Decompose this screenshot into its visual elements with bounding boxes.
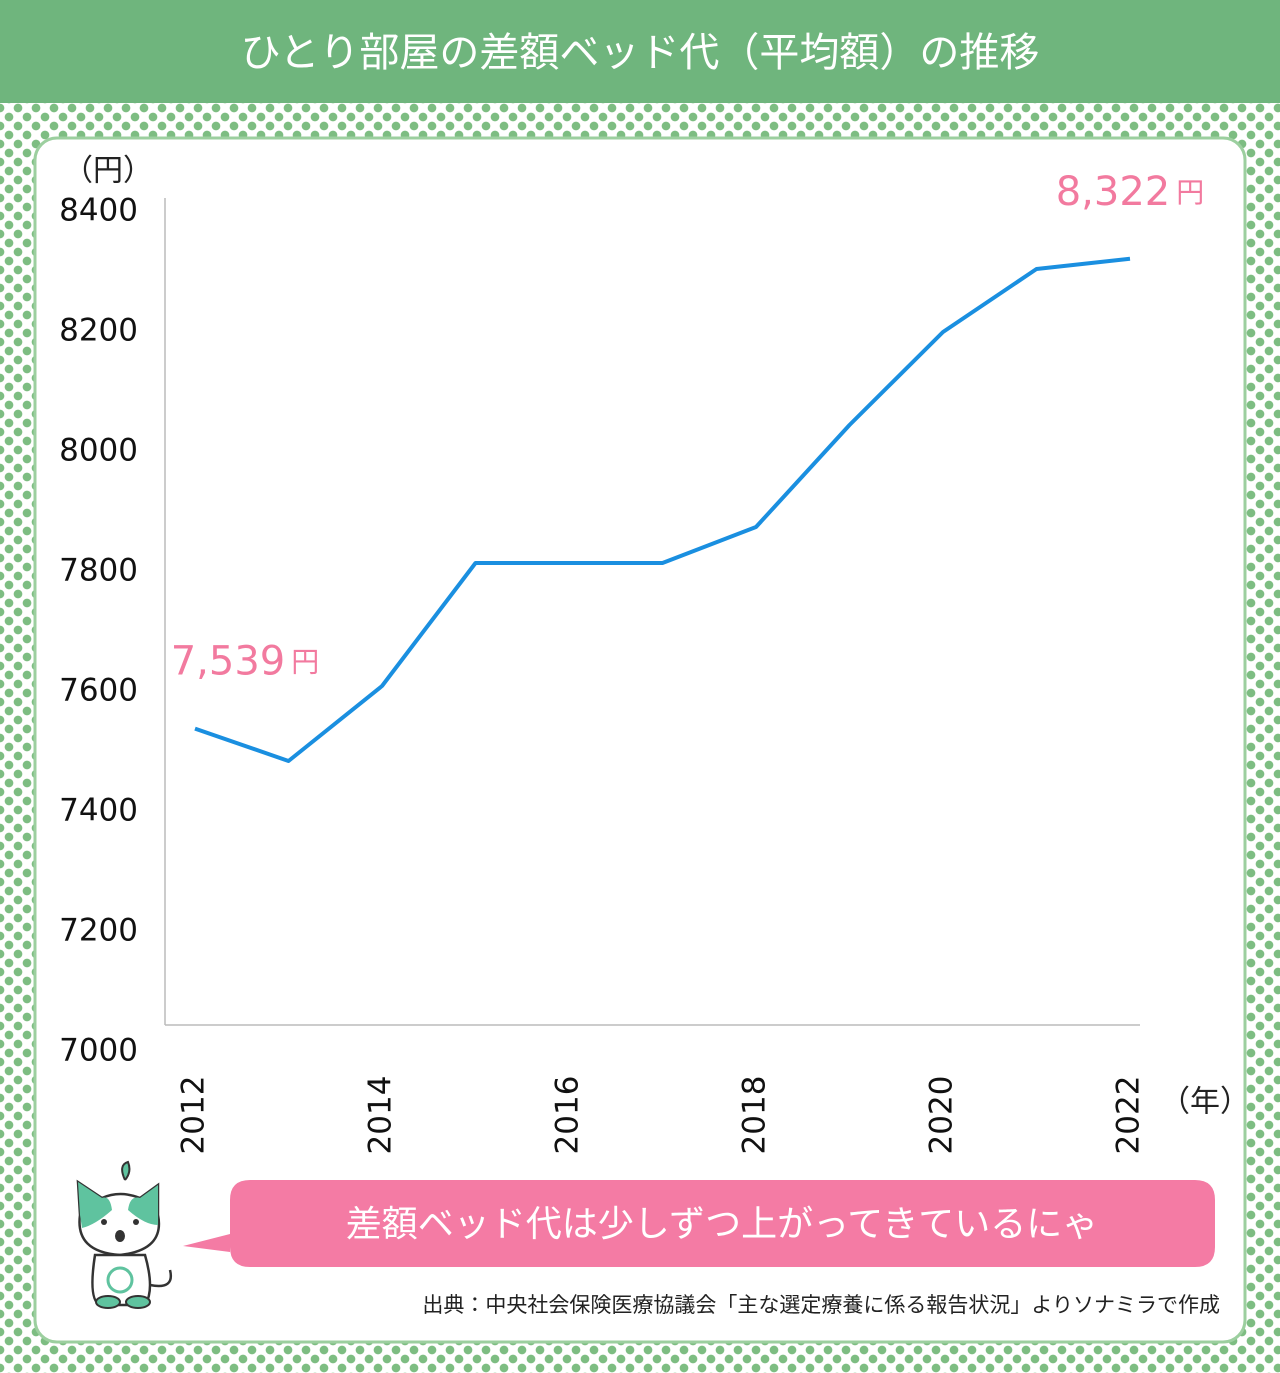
x-tick-label: 2014 xyxy=(363,1076,399,1155)
value-label-unit: 円 xyxy=(1176,176,1204,209)
y-tick-label: 7000 xyxy=(59,1033,138,1069)
y-tick-label: 8200 xyxy=(59,313,138,349)
value-label-number: 8,322 xyxy=(1056,169,1171,215)
y-tick-label: 8000 xyxy=(59,433,138,469)
y-tick-label: 8400 xyxy=(59,193,138,229)
speech-text: 差額ベッド代は少しずつ上がってきているにゃ xyxy=(346,1204,1098,1245)
y-tick-label: 7200 xyxy=(59,913,138,949)
value-label-unit: 円 xyxy=(291,646,319,679)
x-tick-label: 2016 xyxy=(550,1076,586,1155)
x-tick-label: 2018 xyxy=(737,1076,773,1155)
chart-title: ひとり部屋の差額ベッド代（平均額）の推移 xyxy=(241,30,1040,76)
value-label: 8,322 円 xyxy=(1056,169,1205,215)
speech-bubble xyxy=(183,1180,1215,1267)
header-band xyxy=(0,0,1280,103)
x-axis-label: （年） xyxy=(1160,1085,1250,1120)
y-tick-label: 7800 xyxy=(59,553,138,589)
source-note: 出典：中央社会保険医療協議会「主な選定療養に係る報告状況」よりソナミラで作成 xyxy=(422,1293,1220,1317)
value-label-number: 7,539 xyxy=(171,639,286,685)
value-label: 7,539 円 xyxy=(171,639,320,685)
mascot xyxy=(76,1160,173,1309)
x-tick-label: 2020 xyxy=(924,1076,960,1155)
y-tick-label: 7400 xyxy=(59,793,138,829)
x-tick-label: 2012 xyxy=(176,1076,212,1155)
panel xyxy=(33,136,1247,1344)
x-tick-label: 2022 xyxy=(1111,1076,1147,1155)
y-tick-label: 7600 xyxy=(59,673,138,709)
data-line xyxy=(194,256,1131,763)
y-axis-label: （円） xyxy=(63,154,153,189)
